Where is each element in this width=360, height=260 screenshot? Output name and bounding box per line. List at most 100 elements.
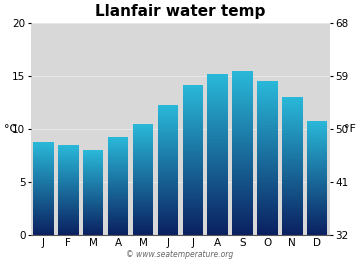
Bar (133, 214, 153, 215)
Bar (207, 145, 228, 146)
Bar (33, 178, 54, 179)
Bar (158, 189, 178, 190)
Bar (307, 177, 328, 178)
Bar (207, 202, 228, 203)
Bar (207, 154, 228, 155)
Bar (83, 212, 103, 213)
Bar (133, 198, 153, 199)
Bar (282, 160, 302, 161)
Bar (207, 122, 228, 123)
Bar (207, 228, 228, 229)
Bar (257, 214, 278, 215)
Bar (232, 199, 253, 200)
Bar (108, 168, 128, 169)
Bar (158, 210, 178, 211)
Bar (232, 197, 253, 198)
Bar (307, 158, 328, 159)
Bar (257, 101, 278, 102)
Bar (282, 110, 302, 111)
Bar (133, 229, 153, 230)
Bar (133, 222, 153, 223)
Bar (183, 224, 203, 225)
Bar (232, 154, 253, 155)
Bar (33, 166, 54, 167)
Bar (232, 135, 253, 136)
Bar (257, 195, 278, 196)
Bar (207, 233, 228, 235)
Bar (183, 197, 203, 198)
Bar (108, 224, 128, 225)
Bar (257, 203, 278, 204)
Bar (133, 168, 153, 169)
Bar (257, 179, 278, 180)
Bar (158, 222, 178, 223)
Bar (33, 206, 54, 207)
Bar (257, 172, 278, 173)
Bar (282, 195, 302, 196)
Bar (307, 156, 328, 157)
Bar (33, 198, 54, 199)
Bar (232, 172, 253, 173)
Bar (232, 179, 253, 180)
Bar (133, 211, 153, 212)
Bar (183, 180, 203, 181)
Bar (257, 228, 278, 229)
Bar (282, 136, 302, 137)
Bar (257, 85, 278, 86)
Bar (183, 89, 203, 90)
Bar (257, 125, 278, 126)
Bar (33, 146, 54, 147)
Bar (158, 108, 178, 109)
Bar (307, 188, 328, 189)
Bar (257, 135, 278, 136)
Bar (83, 163, 103, 164)
Bar (232, 134, 253, 135)
Bar (158, 164, 178, 165)
Bar (232, 122, 253, 123)
Bar (133, 147, 153, 148)
Bar (307, 225, 328, 226)
Bar (58, 222, 78, 223)
Bar (83, 191, 103, 192)
Bar (158, 151, 178, 152)
Bar (133, 159, 153, 160)
Bar (282, 230, 302, 231)
Bar (207, 113, 228, 114)
Bar (158, 178, 178, 179)
Bar (257, 124, 278, 125)
Bar (108, 174, 128, 175)
Bar (183, 118, 203, 119)
Bar (282, 191, 302, 192)
Bar (33, 175, 54, 176)
Bar (232, 75, 253, 76)
Bar (33, 201, 54, 202)
Bar (58, 173, 78, 174)
Bar (207, 173, 228, 174)
Bar (58, 151, 78, 152)
Bar (257, 113, 278, 114)
Bar (257, 151, 278, 152)
Bar (133, 225, 153, 226)
Bar (158, 123, 178, 124)
Bar (58, 153, 78, 154)
Bar (257, 226, 278, 227)
Bar (83, 228, 103, 229)
Bar (83, 185, 103, 186)
Bar (232, 127, 253, 128)
Bar (158, 217, 178, 218)
Bar (133, 204, 153, 205)
Bar (232, 86, 253, 87)
Bar (207, 198, 228, 199)
Bar (307, 143, 328, 144)
Bar (282, 150, 302, 151)
Bar (33, 193, 54, 194)
Bar (33, 173, 54, 174)
Bar (133, 222, 153, 223)
Bar (58, 162, 78, 163)
Bar (183, 207, 203, 208)
Bar (133, 213, 153, 214)
Bar (232, 192, 253, 193)
Bar (282, 121, 302, 122)
Bar (83, 150, 103, 151)
Bar (207, 156, 228, 157)
